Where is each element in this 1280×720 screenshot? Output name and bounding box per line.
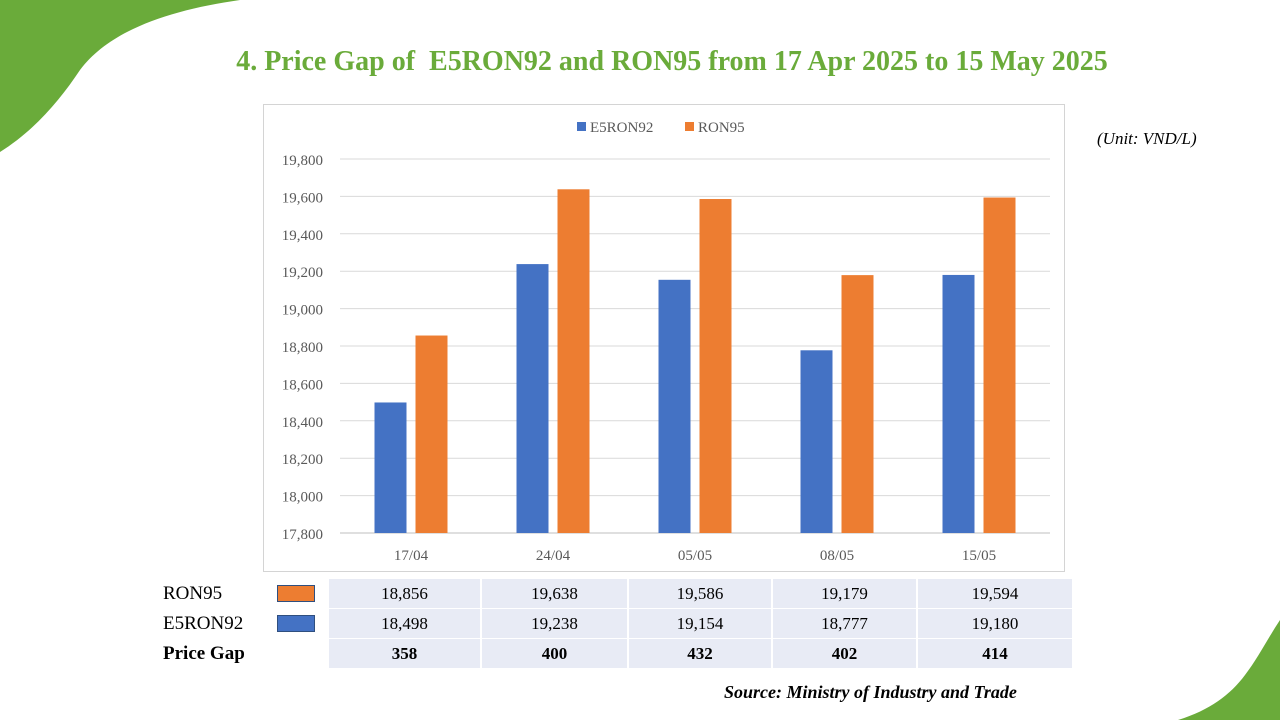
y-tick-label: 19,800 (282, 153, 323, 169)
bar-ron95-05-05 (699, 199, 732, 533)
page-title: 4. Price Gap of E5RON92 and RON95 from 1… (236, 46, 1108, 77)
bar-ron95-15-05 (983, 197, 1016, 533)
table-cell: 18,856 (328, 579, 482, 609)
row-label: E5RON92 (163, 612, 244, 634)
bar-e5ron92-15-05 (942, 274, 975, 533)
x-tick-label: 15/05 (962, 548, 996, 564)
bar-e5ron92-17-04 (374, 402, 407, 533)
legend-swatch-e5ron92 (577, 122, 586, 131)
table-cell: 19,238 (481, 608, 629, 639)
table-cell: 19,594 (917, 579, 1074, 609)
y-tick-label: 17,800 (282, 527, 323, 543)
y-tick-label: 18,000 (282, 490, 323, 506)
y-tick-label: 19,600 (282, 190, 323, 206)
legend-swatch-ron95 (685, 122, 694, 131)
table-cell: 19,154 (628, 608, 773, 639)
y-tick-label: 18,800 (282, 340, 323, 356)
table-cell: 432 (628, 638, 773, 669)
bar-e5ron92-08-05 (800, 350, 833, 533)
e5ron92-swatch (277, 615, 315, 632)
x-tick-label: 05/05 (678, 548, 712, 564)
legend-label: E5RON92 (590, 120, 653, 136)
ron95-swatch (277, 585, 315, 602)
table-cell: 19,180 (917, 608, 1074, 639)
bar-ron95-08-05 (841, 275, 874, 533)
data-table: RON95 18,856 19,638 19,586 19,179 19,594… (163, 579, 1074, 669)
row-label: Price Gap (163, 642, 245, 664)
table-row-price-gap: Price Gap 358 400 432 402 414 (163, 638, 1074, 669)
table-cell: 358 (328, 638, 482, 669)
legend-label: RON95 (698, 120, 745, 136)
x-tick-label: 24/04 (536, 548, 571, 564)
decorative-leaf-top-left (0, 0, 240, 152)
table-cell: 400 (481, 638, 629, 669)
table-cell: 18,777 (772, 608, 918, 639)
unit-note: (Unit: VND/L) (1097, 129, 1197, 148)
y-tick-label: 19,200 (282, 265, 323, 281)
table-cell: 19,586 (628, 579, 773, 609)
x-tick-label: 17/04 (394, 548, 429, 564)
table-cell: 19,179 (772, 579, 918, 609)
bar-e5ron92-24-04 (516, 264, 549, 533)
y-tick-label: 18,200 (282, 452, 323, 468)
x-tick-label: 08/05 (820, 548, 854, 564)
bar-ron95-24-04 (557, 189, 590, 533)
y-tick-label: 19,000 (282, 303, 323, 319)
table-cell: 19,638 (481, 579, 629, 609)
x-axis-labels: 17/04 24/04 05/05 08/05 15/05 (394, 548, 996, 564)
row-label: RON95 (163, 582, 223, 604)
chart-bars (374, 189, 1016, 533)
table-row-ron95: RON95 18,856 19,638 19,586 19,179 19,594 (163, 579, 1074, 609)
table-cell: 402 (772, 638, 918, 669)
chart-legend: E5RON92 RON95 (577, 120, 745, 136)
chart-gridlines (340, 158, 1050, 534)
y-tick-label: 19,400 (282, 228, 323, 244)
table-row-e5ron92: E5RON92 18,498 19,238 19,154 18,777 19,1… (163, 608, 1074, 639)
source-note: Source: Ministry of Industry and Trade (724, 682, 1017, 702)
y-tick-label: 18,400 (282, 415, 323, 431)
bar-ron95-17-04 (415, 335, 448, 533)
bar-e5ron92-05-05 (658, 279, 691, 533)
y-tick-label: 18,600 (282, 377, 323, 393)
table-cell: 414 (917, 638, 1074, 669)
y-axis-labels: 17,800 18,000 18,200 18,400 18,600 18,800 19,0… (282, 153, 323, 543)
table-cell: 18,498 (328, 608, 482, 639)
bar-chart: 17,800 18,000 18,200 18,400 18,600 18,800 19,0… (282, 120, 1050, 564)
decorative-leaf-bottom-right (1178, 620, 1280, 720)
